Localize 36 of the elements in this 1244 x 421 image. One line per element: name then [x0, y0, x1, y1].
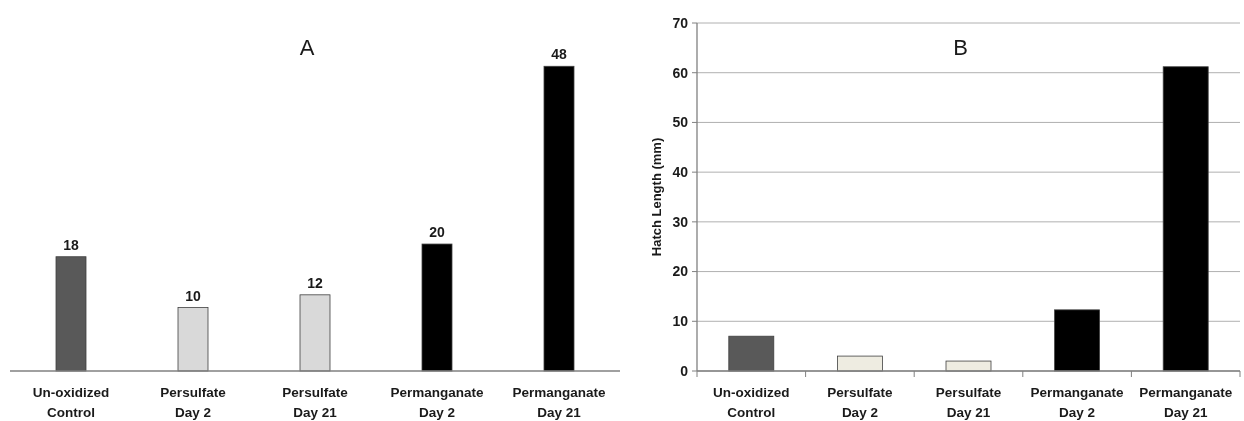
text: B	[953, 35, 968, 60]
x-tick-label: Permanganate Day 2	[1030, 385, 1125, 420]
y-tick-label: 40	[672, 164, 689, 181]
y-tick-label: 0	[680, 362, 689, 379]
y-tick-label: 20	[672, 263, 689, 280]
bar	[1162, 66, 1209, 372]
bar	[728, 335, 775, 372]
bar	[299, 294, 331, 372]
y-tick-label: 30	[672, 213, 689, 230]
x-tick-label: Permanganate Day 21	[512, 385, 607, 420]
x-tick-label: Permanganate Day 2	[390, 385, 485, 420]
bar	[945, 360, 992, 372]
x-tick-label: Un-oxidized Control	[32, 385, 110, 420]
x-tick-label: Persulfate Day 2	[160, 385, 227, 420]
bar	[543, 65, 575, 372]
data-label: 10	[185, 287, 201, 304]
data-label: 18	[63, 236, 79, 253]
x-tick-label: Persulfate Day 21	[935, 385, 1002, 420]
y-tick-label: 50	[672, 114, 689, 131]
bar	[55, 256, 87, 372]
bar	[421, 243, 453, 372]
y-tick-label: 10	[672, 313, 689, 330]
bar	[177, 307, 209, 372]
data-label: 20	[429, 224, 445, 241]
x-tick-label: Persulfate Day 2	[827, 385, 894, 420]
y-tick-label: 70	[672, 14, 689, 31]
y-axis-title: Hatch Length (mm)	[649, 137, 664, 257]
data-label: 12	[307, 274, 323, 291]
bar	[837, 355, 883, 372]
y-tick-label: 60	[672, 64, 689, 81]
x-tick-label: Persulfate Day 21	[282, 385, 349, 420]
bar	[1054, 309, 1100, 372]
data-label: 48	[551, 46, 567, 63]
x-tick-label: Permanganate Day 21	[1139, 385, 1233, 420]
x-tick-label: Un-oxidized Control	[713, 385, 790, 420]
chart-title: A	[299, 35, 315, 60]
